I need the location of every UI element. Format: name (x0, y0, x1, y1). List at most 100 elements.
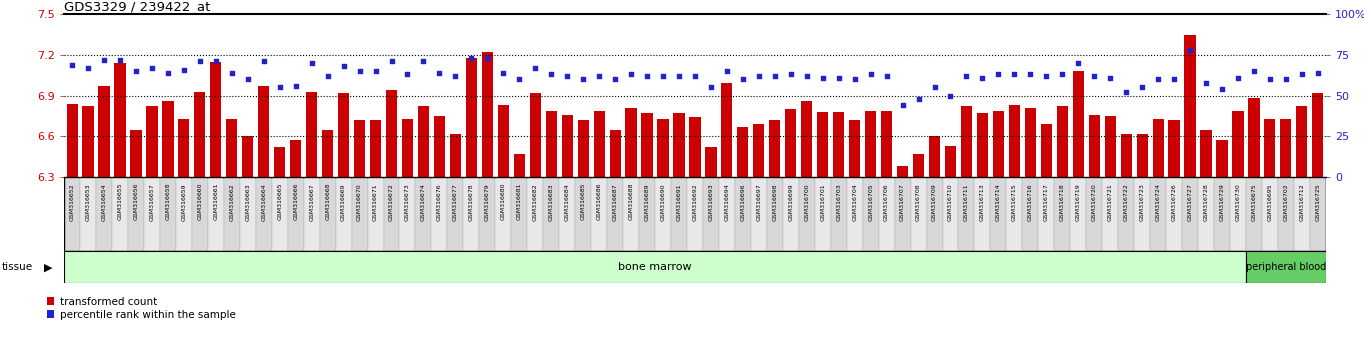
Text: GSM316673: GSM316673 (405, 183, 411, 221)
Point (876, 73, 898, 79)
Bar (495, 177, 512, 251)
Text: GSM316687: GSM316687 (612, 183, 618, 221)
Bar (977, 113, 988, 177)
Bar (1118, 177, 1133, 251)
Point (285, 83, 307, 88)
Text: GSM316667: GSM316667 (310, 183, 314, 221)
Text: GSM316730: GSM316730 (1236, 183, 1240, 221)
Point (732, 76, 754, 82)
Bar (416, 177, 431, 251)
Bar (450, 133, 461, 177)
Bar (674, 113, 685, 177)
Text: GSM316670: GSM316670 (357, 183, 361, 221)
Bar (355, 120, 366, 177)
Bar (814, 177, 831, 251)
Bar (160, 177, 176, 251)
Point (316, 73, 338, 79)
Bar (847, 177, 862, 251)
Bar (1262, 177, 1278, 251)
Text: GSM316705: GSM316705 (868, 183, 873, 221)
Bar (98, 86, 109, 177)
Bar (1214, 177, 1230, 251)
Point (557, 73, 578, 79)
Bar (258, 86, 269, 177)
Bar (623, 177, 640, 251)
Bar (481, 52, 492, 177)
Point (988, 72, 1009, 77)
Bar (176, 177, 192, 251)
Point (205, 58, 226, 64)
Bar (722, 83, 732, 177)
Text: tissue: tissue (1, 262, 33, 272)
Text: GSM316720: GSM316720 (1091, 183, 1097, 221)
Legend: transformed count, percentile rank within the sample: transformed count, percentile rank withi… (46, 296, 236, 321)
Bar (799, 177, 814, 251)
Bar (338, 93, 349, 177)
Text: GSM316714: GSM316714 (996, 183, 1001, 221)
Text: GSM316685: GSM316685 (581, 183, 585, 221)
Bar (336, 177, 352, 251)
Point (604, 76, 626, 82)
Text: GSM316664: GSM316664 (262, 183, 266, 221)
Point (1004, 72, 1026, 77)
Point (956, 73, 978, 79)
Bar (655, 177, 671, 251)
Bar (1041, 124, 1052, 177)
Bar (783, 177, 799, 251)
Bar (383, 177, 400, 251)
Bar (145, 177, 160, 251)
Point (780, 72, 802, 77)
Text: GSM316709: GSM316709 (932, 183, 937, 221)
Bar (689, 117, 701, 177)
Bar (512, 177, 528, 251)
Bar (671, 177, 687, 251)
Point (1099, 75, 1121, 80)
Text: ▶: ▶ (44, 262, 52, 272)
Text: GSM316657: GSM316657 (150, 183, 154, 221)
Point (923, 85, 945, 90)
Point (173, 67, 195, 72)
Text: GSM316708: GSM316708 (917, 183, 921, 221)
Text: GSM316715: GSM316715 (1012, 183, 1018, 221)
Point (428, 70, 450, 76)
Bar (322, 130, 333, 177)
Bar (431, 177, 447, 251)
Text: GSM316716: GSM316716 (1028, 183, 1033, 221)
Text: GSM316675: GSM316675 (1251, 183, 1256, 221)
Bar (256, 177, 271, 251)
Bar (993, 110, 1004, 177)
Point (492, 70, 514, 76)
Point (700, 85, 722, 90)
Point (540, 72, 562, 77)
Text: GSM316710: GSM316710 (948, 183, 953, 221)
Bar (546, 110, 557, 177)
Text: GSM316656: GSM316656 (134, 183, 139, 221)
Bar (1309, 177, 1326, 251)
Bar (1198, 177, 1214, 251)
Bar (128, 177, 145, 251)
Bar (1166, 177, 1183, 251)
Bar (898, 166, 908, 177)
Bar (1184, 35, 1196, 177)
Text: GSM316654: GSM316654 (101, 183, 106, 221)
Point (1275, 76, 1297, 82)
Text: GSM316719: GSM316719 (1076, 183, 1080, 221)
Bar (367, 177, 383, 251)
Point (1228, 75, 1249, 80)
Bar (82, 107, 94, 177)
Point (685, 73, 707, 79)
Point (1083, 73, 1105, 79)
Bar (271, 177, 288, 251)
Point (125, 68, 147, 74)
Bar (559, 177, 576, 251)
Text: GSM316725: GSM316725 (1315, 183, 1320, 221)
Text: GSM316672: GSM316672 (389, 183, 394, 221)
Bar (926, 177, 943, 251)
Text: GSM316713: GSM316713 (979, 183, 985, 221)
Bar (1038, 177, 1054, 251)
Text: GSM316691: GSM316691 (677, 183, 682, 221)
Text: GSM316662: GSM316662 (229, 183, 235, 221)
Point (588, 73, 610, 79)
Bar (210, 62, 221, 177)
Text: GSM316700: GSM316700 (805, 183, 809, 221)
